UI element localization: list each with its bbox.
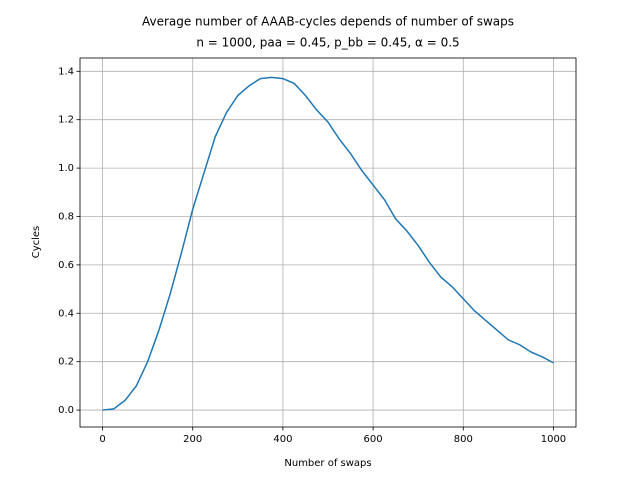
y-tick-label: 1.2	[58, 115, 74, 126]
x-tick-label: 0	[99, 434, 105, 445]
y-tick-label: 0.6	[58, 260, 74, 271]
x-tick-label: 200	[183, 434, 202, 445]
x-tick-label: 400	[273, 434, 292, 445]
chart-title: Average number of AAAB-cycles depends of…	[142, 15, 514, 29]
y-tick-label: 1.4	[58, 66, 74, 77]
y-tick-label: 1.0	[58, 163, 74, 174]
x-tick-label: 800	[454, 434, 473, 445]
x-tick-label: 1000	[541, 434, 566, 445]
plot-frame	[79, 57, 577, 428]
y-axis-label: Cycles	[31, 226, 42, 259]
y-tick-label: 0.4	[58, 308, 74, 319]
y-tick-label: 0.8	[58, 211, 74, 222]
x-axis-label: Number of swaps	[284, 458, 371, 469]
y-tick-label: 0.0	[58, 405, 74, 416]
chart-subtitle: n = 1000, paa = 0.45, p_bb = 0.45, α = 0…	[196, 36, 459, 50]
y-tick-label: 0.2	[58, 357, 74, 368]
x-tick-label: 600	[364, 434, 383, 445]
line-series	[102, 76, 554, 411]
